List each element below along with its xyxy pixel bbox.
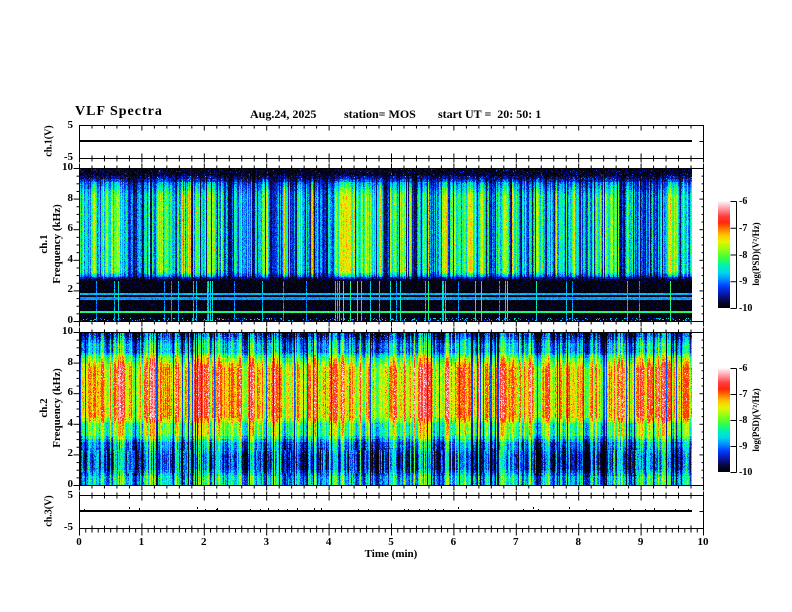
colorbar-tick-label: -7 <box>739 389 748 400</box>
freq-tick-label: 10 <box>62 325 73 337</box>
colorbar-tick-label: -6 <box>739 363 748 374</box>
voltage-tick-label: -5 <box>63 151 73 163</box>
colorbar1-canvas <box>718 201 730 308</box>
ch1-voltage-trace-canvas <box>79 125 692 158</box>
time-tick-label: 1 <box>138 536 145 548</box>
time-tick-label: 9 <box>637 536 644 548</box>
ch1-spectrogram-canvas <box>79 168 692 321</box>
freq-tick-label: 4 <box>67 416 74 429</box>
ch3-voltage-trace-canvas <box>79 495 692 528</box>
colorbar-tick-label: -8 <box>739 249 748 261</box>
voltage-tick-label: 5 <box>67 489 74 501</box>
colorbar-tick-label: -10 <box>739 467 753 478</box>
freq-tick-label: 8 <box>67 355 74 368</box>
time-tick-label: 10 <box>697 536 709 548</box>
time-tick-label: 6 <box>450 536 457 548</box>
colorbar2-canvas <box>718 368 730 472</box>
voltage-tick-label: 5 <box>67 119 74 131</box>
time-tick-label: 7 <box>513 536 519 548</box>
colorbar-tick-label: -9 <box>739 441 748 452</box>
freq-tick-label: 0 <box>67 478 74 490</box>
time-tick-label: 0 <box>76 536 82 548</box>
freq-tick-label: 8 <box>67 191 74 204</box>
time-tick-label: 4 <box>325 536 332 548</box>
figure-title: VLF Spectra <box>75 104 163 119</box>
time-axis-label: Time (min) <box>364 548 418 560</box>
freq-tick-label: 0 <box>67 314 74 326</box>
time-tick-label: 3 <box>263 536 269 548</box>
start-ut-label: start UT = 20: 50: 1 <box>438 107 542 121</box>
freq-tick-label: 4 <box>67 252 74 265</box>
time-tick-label: 2 <box>201 536 207 548</box>
time-tick-label: 5 <box>388 536 394 548</box>
colorbar-tick-label: -8 <box>739 415 748 426</box>
station-label: station= MOS <box>344 107 416 121</box>
freq-tick-label: 10 <box>62 161 73 173</box>
date-label: Aug.24, 2025 <box>250 107 317 121</box>
freq-tick-label: 2 <box>67 283 74 296</box>
ch2-spectrogram-canvas <box>79 332 692 485</box>
freq-tick-label: 6 <box>67 386 74 399</box>
time-tick-label: 8 <box>575 536 581 548</box>
voltage-tick-label: -5 <box>63 521 73 533</box>
colorbar-tick-label: -10 <box>739 303 753 314</box>
freq-tick-label: 6 <box>67 222 74 235</box>
colorbar-tick-label: -7 <box>739 222 748 234</box>
colorbar-tick-label: -9 <box>739 276 748 288</box>
colorbar-tick-label: -6 <box>739 196 748 207</box>
freq-tick-label: 2 <box>67 447 74 460</box>
